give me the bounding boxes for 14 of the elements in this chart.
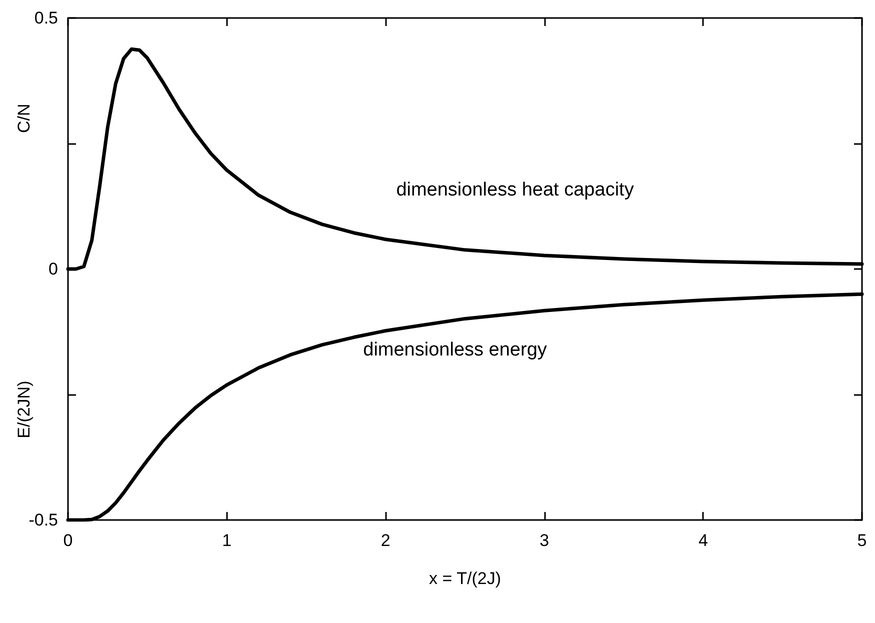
x-tick-label: 2 [380, 531, 390, 550]
annotation: dimensionless energy [363, 340, 548, 360]
y-tick-label: -0.5 [28, 510, 58, 530]
y-axis-title: C/N [14, 104, 34, 134]
text: E/(2JN) [14, 380, 34, 438]
x-tick-label: 1 [222, 531, 232, 550]
x-tick-label: 5 [857, 531, 867, 550]
annotation: dimensionless heat capacity [396, 180, 634, 200]
x-tick-label: 0 [63, 531, 73, 550]
y-tick-label: 0.5 [34, 8, 58, 28]
x-tick-label: 4 [698, 531, 708, 550]
x-tick-label: 3 [540, 531, 550, 550]
y-tick-label: 0 [48, 260, 58, 278]
x-axis-title: x = T/(2J) [429, 569, 501, 588]
